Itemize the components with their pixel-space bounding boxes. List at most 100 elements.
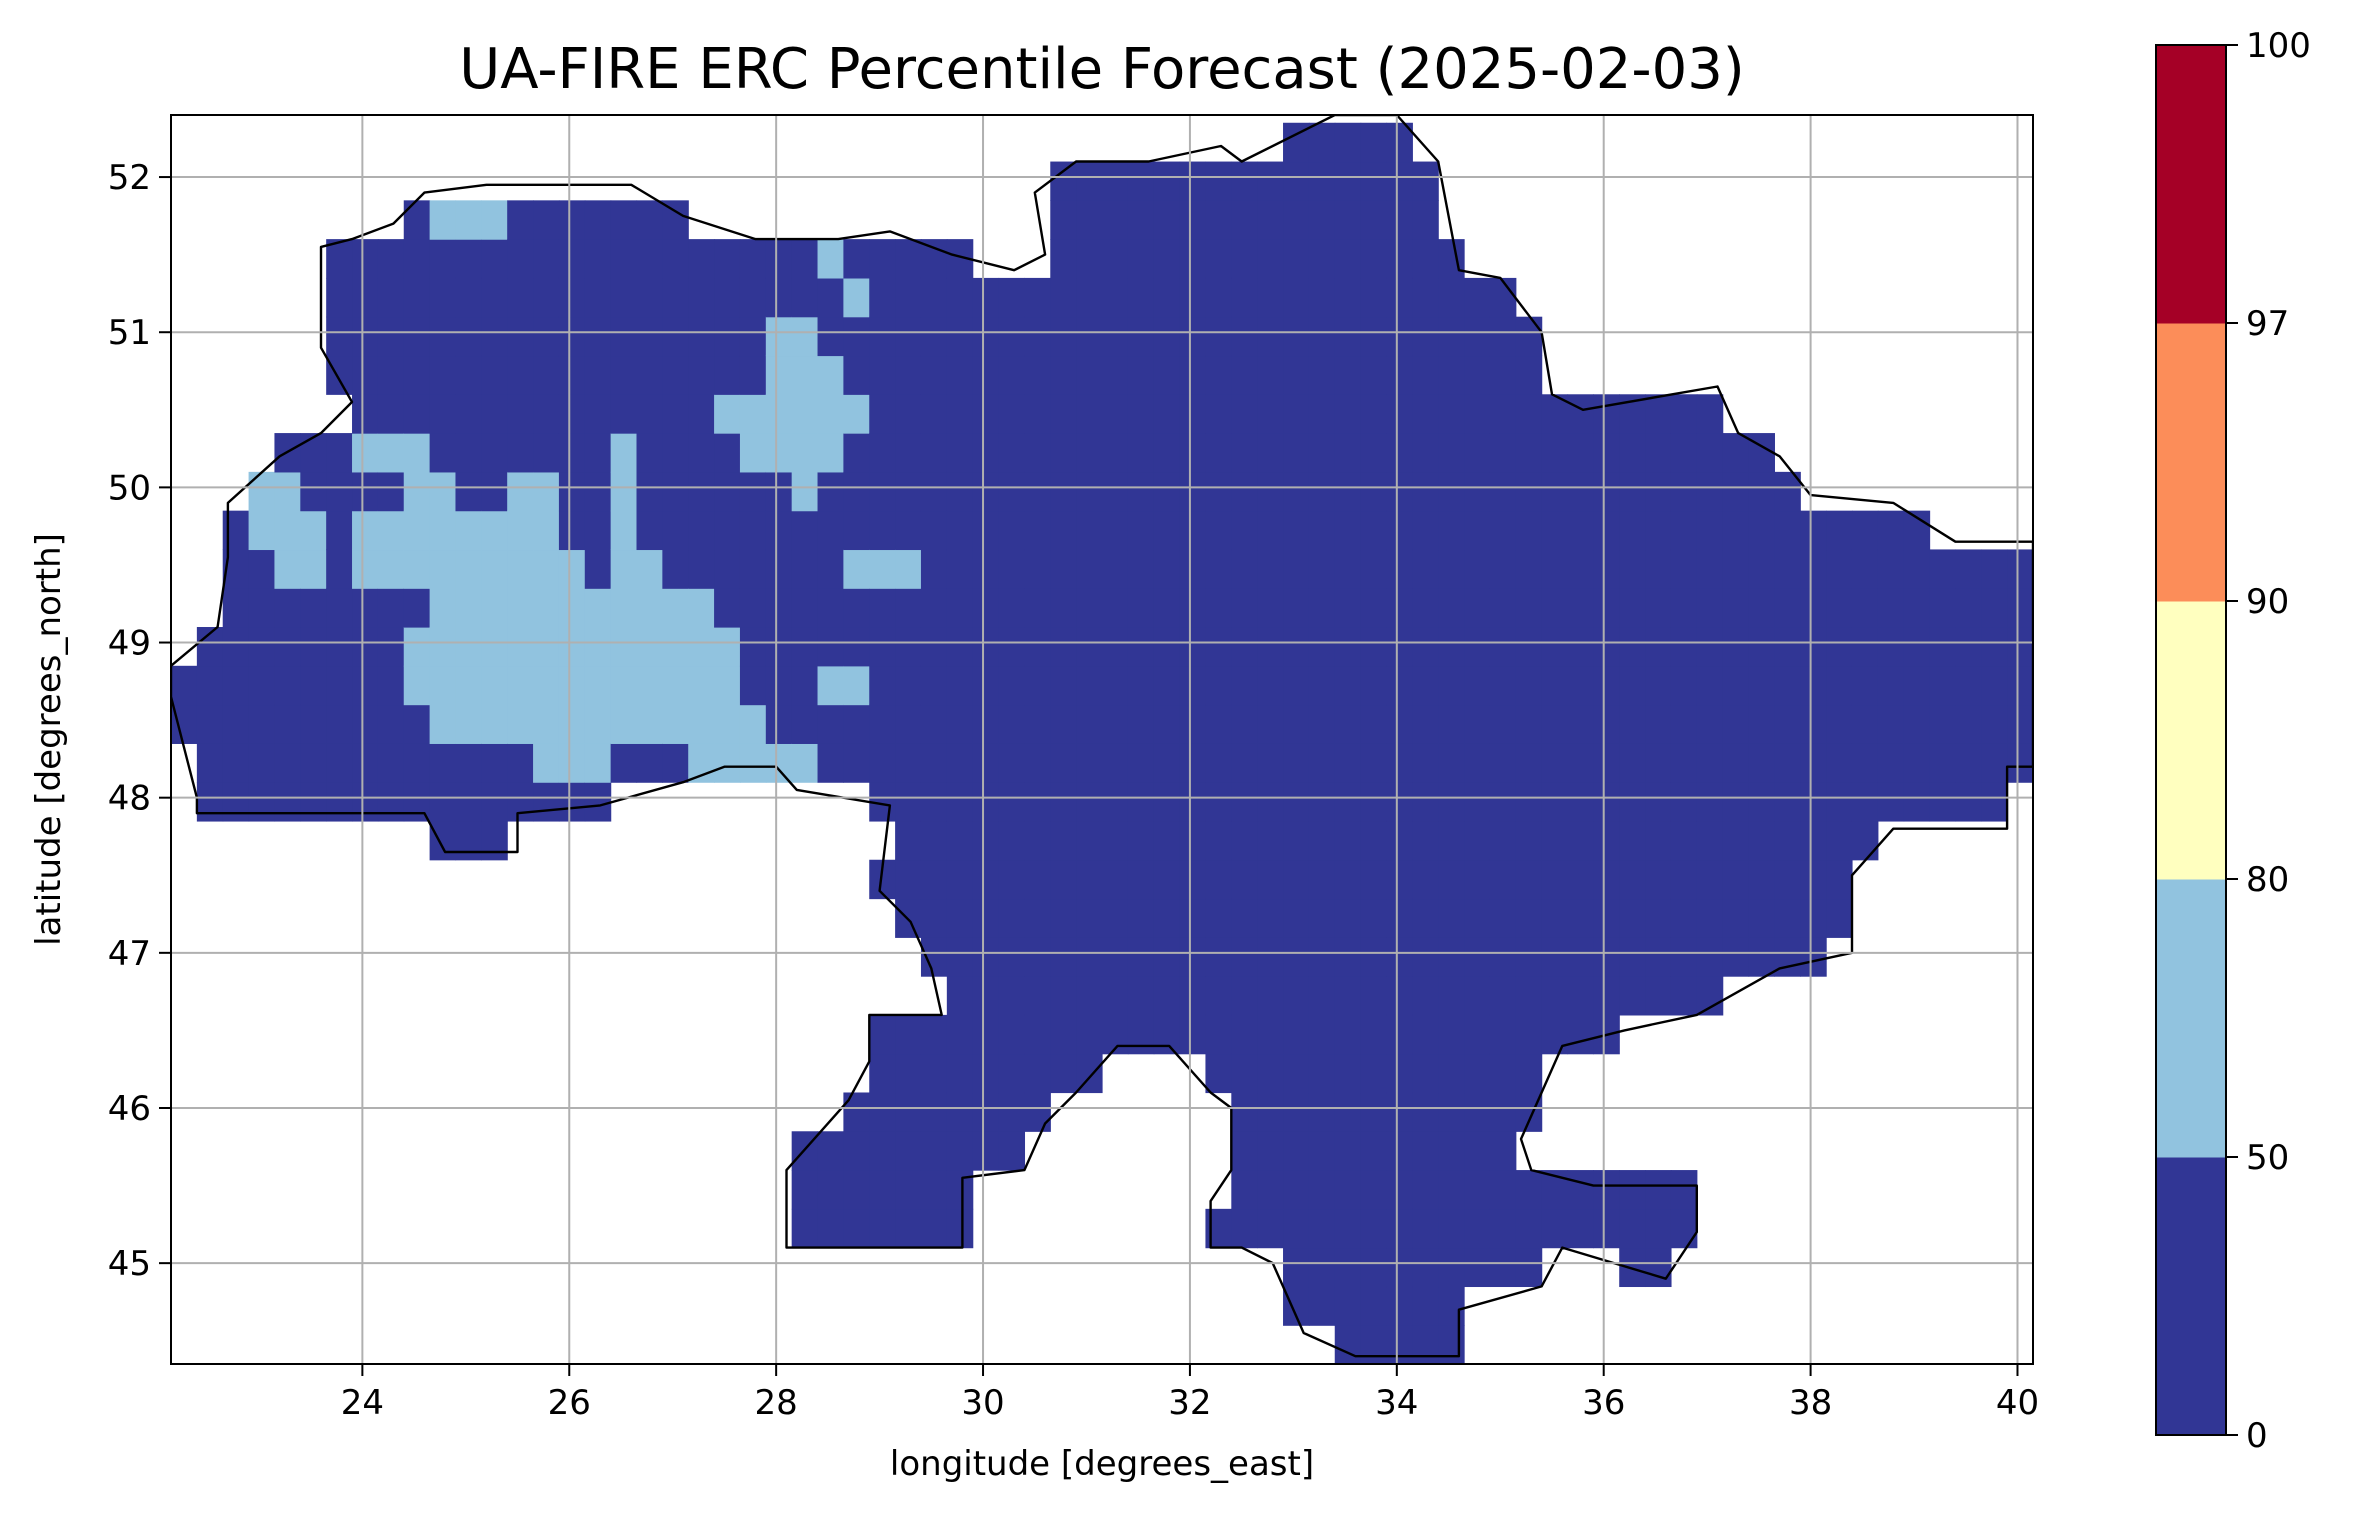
erc-cell-0-50 bbox=[1231, 277, 1258, 318]
erc-cell-0-50 bbox=[1619, 627, 1646, 667]
erc-cell-0-50 bbox=[1360, 627, 1388, 667]
erc-cell-0-50 bbox=[1360, 665, 1388, 706]
erc-cell-50-80 bbox=[455, 665, 482, 706]
erc-cell-0-50 bbox=[972, 549, 1000, 589]
erc-cell-0-50 bbox=[1412, 1131, 1439, 1171]
erc-cell-0-50 bbox=[403, 239, 431, 279]
erc-cell-0-50 bbox=[1489, 1131, 1517, 1171]
erc-cell-0-50 bbox=[196, 743, 224, 783]
erc-cell-0-50 bbox=[1127, 355, 1155, 395]
erc-cell-0-50 bbox=[1153, 782, 1181, 822]
erc-cell-0-50 bbox=[1127, 782, 1155, 822]
erc-cell-0-50 bbox=[1257, 898, 1284, 938]
erc-cell-0-50 bbox=[196, 704, 224, 744]
erc-cell-50-80 bbox=[791, 316, 819, 357]
erc-cell-0-50 bbox=[558, 316, 586, 357]
erc-cell-0-50 bbox=[739, 471, 767, 512]
erc-cell-0-50 bbox=[1360, 898, 1388, 938]
erc-cell-0-50 bbox=[1386, 1053, 1413, 1094]
erc-cell-0-50 bbox=[765, 277, 793, 318]
erc-cell-0-50 bbox=[1929, 549, 1957, 589]
erc-cell-0-50 bbox=[895, 1014, 922, 1055]
erc-cell-0-50 bbox=[920, 1170, 948, 1210]
erc-cell-0-50 bbox=[1386, 976, 1413, 1016]
erc-cell-0-50 bbox=[1619, 704, 1646, 744]
erc-cell-0-50 bbox=[1024, 704, 1051, 744]
erc-cell-0-50 bbox=[1024, 316, 1051, 357]
erc-cell-0-50 bbox=[1670, 627, 1698, 667]
erc-cell-0-50 bbox=[1024, 859, 1051, 900]
erc-cell-0-50 bbox=[1619, 471, 1646, 512]
erc-cell-0-50 bbox=[1257, 743, 1284, 783]
erc-cell-0-50 bbox=[1464, 510, 1491, 551]
erc-cell-0-50 bbox=[481, 316, 508, 357]
erc-cell-0-50 bbox=[1283, 782, 1310, 822]
erc-cell-0-50 bbox=[1567, 549, 1594, 589]
erc-cell-0-50 bbox=[843, 1131, 870, 1171]
erc-cell-0-50 bbox=[920, 1053, 948, 1094]
erc-cell-0-50 bbox=[1800, 510, 1827, 551]
erc-cell-0-50 bbox=[584, 782, 612, 822]
erc-cell-0-50 bbox=[998, 510, 1026, 551]
erc-cell-0-50 bbox=[1541, 820, 1569, 861]
erc-cell-0-50 bbox=[1334, 782, 1362, 822]
erc-cell-0-50 bbox=[869, 1053, 896, 1094]
erc-cell-0-50 bbox=[1593, 782, 1620, 822]
erc-cell-50-80 bbox=[610, 471, 638, 512]
erc-cell-0-50 bbox=[1360, 549, 1388, 589]
erc-cell-0-50 bbox=[1412, 937, 1439, 977]
erc-cell-0-50 bbox=[1438, 665, 1465, 706]
erc-cell-0-50 bbox=[843, 1092, 870, 1132]
erc-cell-0-50 bbox=[920, 743, 948, 783]
erc-cell-50-80 bbox=[558, 627, 586, 667]
erc-cell-0-50 bbox=[1334, 316, 1362, 357]
erc-cell-50-80 bbox=[481, 200, 508, 240]
erc-cell-0-50 bbox=[1696, 937, 1724, 977]
erc-cell-50-80 bbox=[455, 510, 482, 551]
erc-cell-50-80 bbox=[429, 627, 457, 667]
erc-cell-0-50 bbox=[1696, 704, 1724, 744]
erc-cell-0-50 bbox=[998, 471, 1026, 512]
erc-cell-0-50 bbox=[972, 510, 1000, 551]
erc-cell-0-50 bbox=[1231, 510, 1258, 551]
erc-cell-0-50 bbox=[1464, 820, 1491, 861]
erc-cell-0-50 bbox=[1024, 394, 1051, 434]
erc-cell-0-50 bbox=[1515, 1170, 1543, 1210]
erc-cell-50-80 bbox=[558, 588, 586, 628]
erc-cell-0-50 bbox=[1257, 1131, 1284, 1171]
erc-cell-0-50 bbox=[1283, 200, 1310, 240]
erc-cell-0-50 bbox=[1231, 1014, 1258, 1055]
erc-cell-0-50 bbox=[946, 510, 974, 551]
erc-cell-50-80 bbox=[688, 588, 715, 628]
erc-cell-0-50 bbox=[326, 665, 353, 706]
erc-cell-0-50 bbox=[1102, 937, 1129, 977]
erc-cell-0-50 bbox=[1231, 1131, 1258, 1171]
erc-cell-0-50 bbox=[403, 704, 431, 744]
erc-cell-0-50 bbox=[1179, 743, 1207, 783]
erc-cell-0-50 bbox=[1619, 510, 1646, 551]
erc-cell-0-50 bbox=[1696, 394, 1724, 434]
erc-cell-0-50 bbox=[1851, 782, 1879, 822]
erc-cell-0-50 bbox=[1386, 200, 1413, 240]
erc-cell-0-50 bbox=[1567, 976, 1594, 1016]
erc-cell-0-50 bbox=[1903, 588, 1931, 628]
erc-cell-0-50 bbox=[765, 471, 793, 512]
erc-cell-0-50 bbox=[1179, 782, 1207, 822]
erc-cell-0-50 bbox=[377, 277, 405, 318]
erc-cell-0-50 bbox=[817, 277, 844, 318]
y-tick-label: 46 bbox=[108, 1089, 151, 1129]
erc-cell-0-50 bbox=[507, 782, 534, 822]
erc-cell-0-50 bbox=[1127, 433, 1155, 473]
erc-cell-0-50 bbox=[869, 1092, 896, 1132]
erc-cell-0-50 bbox=[1386, 1247, 1413, 1288]
erc-cell-0-50 bbox=[1153, 316, 1181, 357]
erc-cell-0-50 bbox=[1231, 588, 1258, 628]
erc-cell-0-50 bbox=[222, 743, 250, 783]
erc-cell-0-50 bbox=[1360, 859, 1388, 900]
erc-cell-0-50 bbox=[1257, 239, 1284, 279]
erc-cell-50-80 bbox=[481, 627, 508, 667]
erc-cell-0-50 bbox=[1231, 355, 1258, 395]
erc-cell-0-50 bbox=[920, 820, 948, 861]
erc-cell-50-80 bbox=[739, 394, 767, 434]
erc-cell-50-80 bbox=[610, 510, 638, 551]
